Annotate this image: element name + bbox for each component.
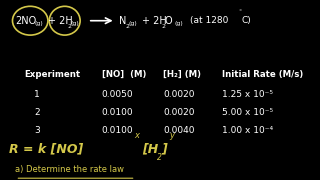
Text: 2: 2 (34, 108, 40, 117)
Text: (g): (g) (70, 21, 79, 26)
Text: + 2H: + 2H (142, 16, 167, 26)
Text: 2NO: 2NO (15, 16, 37, 26)
Text: 2: 2 (162, 24, 166, 29)
Text: 1.25 x 10⁻⁵: 1.25 x 10⁻⁵ (222, 90, 273, 99)
Text: a) Determine the rate law: a) Determine the rate law (15, 165, 124, 174)
Text: ]: ] (161, 142, 167, 155)
Text: C): C) (242, 16, 252, 25)
Text: N: N (119, 16, 126, 26)
Text: °: ° (239, 9, 242, 14)
Text: R = k [NO]: R = k [NO] (9, 142, 84, 155)
Text: 3: 3 (34, 126, 40, 135)
Text: [NO]  (M): [NO] (M) (102, 70, 146, 79)
Text: [H₂] (M): [H₂] (M) (163, 70, 201, 79)
Text: (g): (g) (174, 21, 183, 26)
Text: x: x (134, 131, 139, 140)
Text: 0.0100: 0.0100 (102, 126, 133, 135)
Text: O: O (165, 16, 172, 26)
Text: 2: 2 (156, 153, 161, 162)
Text: (g): (g) (35, 21, 43, 26)
Text: + 2H: + 2H (48, 16, 73, 26)
Text: Experiment: Experiment (25, 70, 81, 79)
Text: [H: [H (142, 142, 159, 155)
Text: (g): (g) (129, 21, 138, 26)
Text: 1.00 x 10⁻⁴: 1.00 x 10⁻⁴ (222, 126, 273, 135)
Text: 2: 2 (67, 24, 71, 29)
Text: 0.0040: 0.0040 (163, 126, 195, 135)
Text: 2: 2 (126, 24, 130, 29)
Text: 0.0020: 0.0020 (163, 108, 195, 117)
Text: 1: 1 (34, 90, 40, 99)
Text: Initial Rate (M/s): Initial Rate (M/s) (222, 70, 303, 79)
Text: 0.0050: 0.0050 (102, 90, 133, 99)
Text: y: y (169, 131, 174, 140)
Text: 0.0100: 0.0100 (102, 108, 133, 117)
Text: 5.00 x 10⁻⁵: 5.00 x 10⁻⁵ (222, 108, 273, 117)
Text: (at 1280: (at 1280 (189, 16, 228, 25)
Text: 0.0020: 0.0020 (163, 90, 195, 99)
